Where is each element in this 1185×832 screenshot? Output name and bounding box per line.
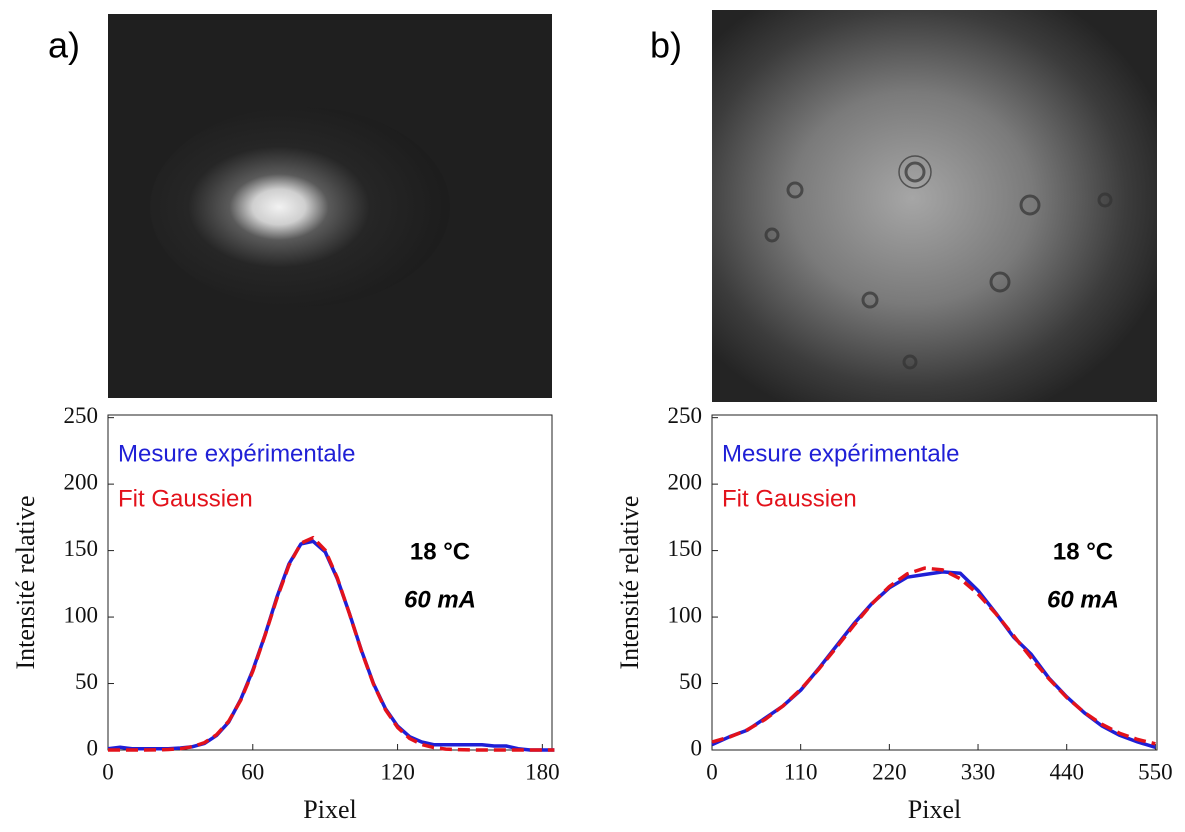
y-tick-label: 0 [87, 735, 99, 760]
y-tick-label: 250 [64, 403, 99, 428]
panel-label: b) [650, 25, 682, 66]
y-tick-label: 50 [679, 669, 702, 694]
series-line [108, 535, 555, 752]
x-axis-label: Pixel [303, 795, 356, 824]
x-tick-label: 60 [241, 759, 264, 784]
charts: a) 0 50 100 150 200 250 0 60 120 180 Pixel Intensité… [11, 25, 1173, 824]
series-line [711, 566, 1156, 746]
x-tick-label: 550 [1138, 759, 1173, 784]
annotation: 18 °C [1053, 538, 1113, 565]
x-tick-label: 0 [706, 759, 718, 784]
annotation: 60 mA [404, 586, 476, 613]
plot-frame [711, 414, 1158, 751]
x-tick-label: 0 [102, 759, 114, 784]
image-a [108, 14, 552, 398]
y-tick-label: 100 [64, 602, 99, 627]
x-tick-label: 180 [525, 759, 560, 784]
plot-frame [107, 414, 553, 751]
legend-label: Fit Gaussien [722, 485, 857, 512]
x-tick-label: 120 [380, 759, 415, 784]
legend-label: Fit Gaussien [118, 485, 253, 512]
legend-label: Mesure expérimentale [118, 440, 355, 467]
x-tick-label: 110 [784, 759, 818, 784]
x-tick-label: 330 [961, 759, 996, 784]
y-axis-label: Intensité relative [615, 496, 644, 670]
y-tick-label: 150 [668, 536, 703, 561]
y-tick-label: 0 [691, 735, 703, 760]
y-tick-label: 250 [668, 403, 703, 428]
y-tick-label: 200 [64, 469, 99, 494]
y-tick-label: 50 [75, 669, 98, 694]
x-tick-label: 220 [872, 759, 907, 784]
annotation: 60 mA [1047, 586, 1119, 613]
y-tick-label: 100 [668, 602, 703, 627]
x-axis-label: Pixel [908, 795, 961, 824]
annotation: 18 °C [410, 538, 470, 565]
y-tick-label: 200 [668, 469, 703, 494]
y-axis-label: Intensité relative [11, 496, 40, 670]
x-tick-label: 440 [1049, 759, 1084, 784]
y-tick-label: 150 [64, 536, 99, 561]
legend-label: Mesure expérimentale [722, 440, 959, 467]
image-b [712, 10, 1157, 402]
panel-label: a) [48, 25, 80, 66]
